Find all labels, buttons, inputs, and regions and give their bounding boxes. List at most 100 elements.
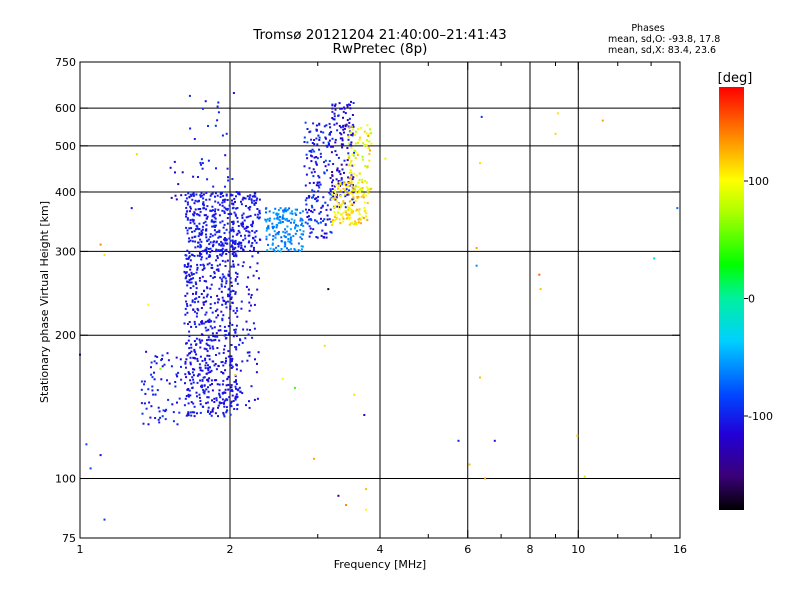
data-point xyxy=(196,381,199,384)
data-point xyxy=(191,198,194,201)
data-point xyxy=(329,188,332,191)
data-point xyxy=(222,276,225,279)
data-point xyxy=(333,123,336,126)
data-point xyxy=(225,409,228,412)
data-point xyxy=(204,367,207,370)
data-point xyxy=(342,201,345,204)
data-point xyxy=(231,229,233,232)
data-point xyxy=(251,201,253,204)
data-point xyxy=(250,199,253,202)
data-point xyxy=(174,171,176,174)
data-point xyxy=(267,243,269,246)
data-point xyxy=(219,221,222,224)
data-point xyxy=(207,380,210,383)
data-point xyxy=(227,383,230,386)
data-point xyxy=(354,222,357,225)
data-point xyxy=(193,415,196,418)
data-point xyxy=(308,195,311,198)
data-point xyxy=(205,233,207,236)
data-point xyxy=(370,132,372,135)
data-point xyxy=(258,198,261,201)
data-point xyxy=(342,187,345,190)
data-point xyxy=(196,374,199,377)
data-point xyxy=(207,238,210,241)
data-point xyxy=(206,293,209,296)
data-point xyxy=(207,409,210,412)
data-point xyxy=(208,262,211,265)
data-point xyxy=(229,413,232,416)
data-point xyxy=(256,216,259,219)
data-point xyxy=(193,348,196,351)
data-point xyxy=(157,406,160,409)
data-point xyxy=(189,193,192,196)
data-point xyxy=(251,222,254,225)
data-point xyxy=(346,147,349,149)
data-point xyxy=(230,355,233,358)
data-point xyxy=(346,193,349,196)
data-point xyxy=(199,379,202,382)
data-point xyxy=(365,215,367,218)
data-point xyxy=(224,265,227,267)
data-point xyxy=(236,395,239,398)
data-point xyxy=(217,314,219,317)
data-point xyxy=(203,347,206,350)
data-point xyxy=(274,250,277,253)
data-point xyxy=(283,210,286,212)
data-point xyxy=(219,325,222,328)
data-point xyxy=(230,213,233,215)
data-point xyxy=(275,246,278,249)
data-point xyxy=(232,222,235,224)
data-point xyxy=(232,265,235,268)
data-point xyxy=(199,366,202,369)
data-point xyxy=(339,173,342,176)
data-point xyxy=(221,243,224,246)
data-point xyxy=(212,214,215,217)
data-point xyxy=(317,190,320,193)
data-point xyxy=(202,389,205,391)
data-point xyxy=(340,163,343,166)
data-point xyxy=(354,187,357,190)
data-point xyxy=(194,199,197,202)
data-point xyxy=(228,294,231,297)
data-point xyxy=(202,391,205,394)
data-point xyxy=(188,330,191,333)
data-point xyxy=(284,231,287,234)
data-point xyxy=(316,157,319,160)
data-point xyxy=(349,131,352,134)
data-point xyxy=(276,216,279,219)
data-point xyxy=(333,192,336,195)
data-point xyxy=(294,208,297,211)
data-point xyxy=(345,163,348,166)
data-point xyxy=(290,248,292,251)
data-point xyxy=(175,198,178,201)
data-point xyxy=(357,141,360,144)
data-point xyxy=(222,391,225,394)
data-point xyxy=(240,244,243,247)
data-point xyxy=(317,195,320,198)
data-point xyxy=(196,227,199,230)
data-point xyxy=(251,195,254,198)
data-point xyxy=(186,311,189,314)
data-point xyxy=(336,210,339,213)
data-point xyxy=(234,279,237,282)
data-point xyxy=(258,212,261,215)
data-point xyxy=(190,227,193,230)
data-point xyxy=(336,205,339,208)
data-point xyxy=(219,253,222,256)
data-point xyxy=(350,174,353,177)
data-point xyxy=(197,213,200,216)
data-point xyxy=(253,202,256,205)
data-point xyxy=(194,298,197,301)
data-point xyxy=(186,284,189,287)
y-axis-label: Stationary phase Virtual Height [km] xyxy=(38,201,51,403)
data-point xyxy=(236,309,239,312)
data-point xyxy=(200,258,203,261)
data-point xyxy=(211,249,214,252)
data-point xyxy=(202,405,205,408)
data-point xyxy=(246,351,249,354)
data-point xyxy=(215,316,218,319)
data-point xyxy=(352,191,355,194)
data-point xyxy=(234,375,237,378)
data-point xyxy=(192,402,195,405)
